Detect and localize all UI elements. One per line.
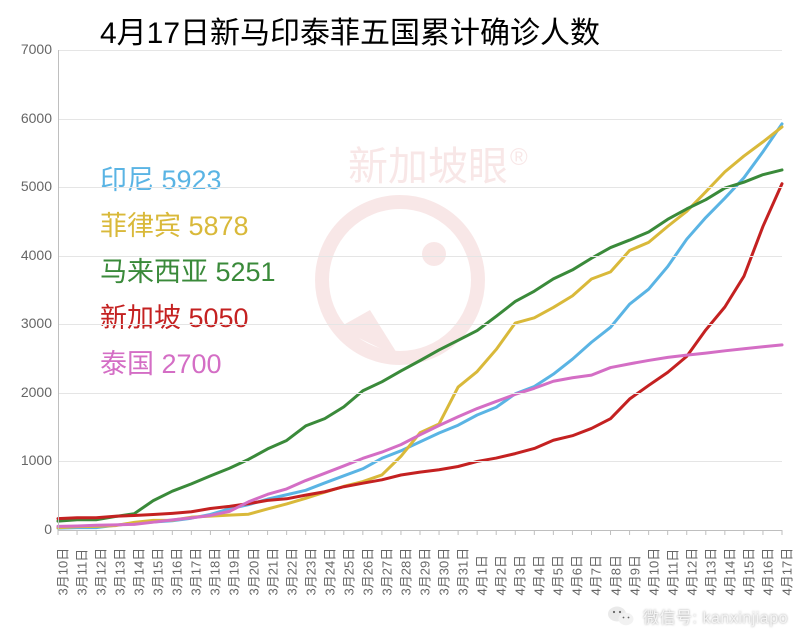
y-tick-label: 3000 xyxy=(4,315,52,331)
x-tick-label: 3月25日 xyxy=(338,548,357,596)
gridline xyxy=(58,50,782,51)
gridline xyxy=(58,324,782,325)
x-tick-label: 4月13日 xyxy=(700,548,719,596)
x-tick-label: 3月23日 xyxy=(300,548,319,596)
x-tick-label: 3月18日 xyxy=(205,548,224,596)
legend-新加坡: 新加坡 5050 xyxy=(100,296,249,335)
x-axis xyxy=(58,530,782,531)
x-tick-label: 3月12日 xyxy=(91,548,110,596)
x-tick-label: 3月13日 xyxy=(110,548,129,596)
gridline xyxy=(58,461,782,462)
x-tick-label: 4月12日 xyxy=(681,548,700,596)
chart-container: 新加坡眼 ® 4月17日新马印泰菲五国累计确诊人数 印尼 5923菲律宾 587… xyxy=(0,0,800,634)
footer-label: 微信号: xyxy=(643,610,697,627)
footer: 微信号: kanxinjiapo xyxy=(607,604,788,628)
x-tick-label: 4月1日 xyxy=(472,555,491,595)
x-tick-label: 3月14日 xyxy=(129,548,148,596)
x-tick-label: 3月20日 xyxy=(243,548,262,596)
legend-菲律宾: 菲律宾 5878 xyxy=(100,204,249,243)
legend-泰国: 泰国 2700 xyxy=(100,342,222,381)
x-tick-label: 4月16日 xyxy=(757,548,776,596)
y-tick-label: 0 xyxy=(4,521,52,537)
x-tick-label: 3月28日 xyxy=(395,548,414,596)
x-tick-label: 3月26日 xyxy=(357,548,376,596)
x-tick-label: 3月11日 xyxy=(72,549,91,596)
x-tick-label: 3月27日 xyxy=(376,548,395,596)
x-tick-label: 4月17日 xyxy=(777,548,796,596)
x-tick-label: 3月31日 xyxy=(453,548,472,596)
x-tick-label: 3月24日 xyxy=(319,548,338,596)
x-tick-label: 4月11日 xyxy=(662,549,681,596)
legend-印尼: 印尼 5923 xyxy=(100,158,222,197)
x-tick-label: 4月10日 xyxy=(643,548,662,596)
x-tick-label: 4月5日 xyxy=(548,555,567,595)
x-tick-label: 4月4日 xyxy=(529,555,548,595)
gridline xyxy=(58,393,782,394)
x-tick-label: 3月16日 xyxy=(167,548,186,596)
x-tick-label: 4月14日 xyxy=(719,548,738,596)
x-tick-label: 4月8日 xyxy=(605,555,624,595)
x-tick-label: 3月19日 xyxy=(224,548,243,596)
y-tick-label: 1000 xyxy=(4,452,52,468)
y-tick-label: 2000 xyxy=(4,384,52,400)
x-tick-label: 3月29日 xyxy=(415,548,434,596)
x-tick-label: 3月17日 xyxy=(186,548,205,596)
y-axis xyxy=(58,50,59,530)
x-tick-label: 3月10日 xyxy=(53,548,72,596)
y-tick-label: 7000 xyxy=(4,41,52,57)
gridline xyxy=(58,187,782,188)
x-tick-label: 3月21日 xyxy=(262,548,281,596)
gridline xyxy=(58,119,782,120)
x-tick-label: 4月7日 xyxy=(586,555,605,595)
x-tick-label: 3月30日 xyxy=(434,548,453,596)
x-tick-label: 3月15日 xyxy=(148,548,167,596)
x-tick-label: 4月2日 xyxy=(491,555,510,595)
y-tick-label: 5000 xyxy=(4,178,52,194)
x-tick-label: 4月15日 xyxy=(738,548,757,596)
x-tick-label: 4月6日 xyxy=(567,555,586,595)
footer-text: 微信号: kanxinjiapo xyxy=(643,604,788,628)
footer-value: kanxinjiapo xyxy=(702,610,788,627)
wechat-icon xyxy=(607,604,635,628)
gridline xyxy=(58,256,782,257)
y-tick-label: 6000 xyxy=(4,110,52,126)
y-tick-label: 4000 xyxy=(4,247,52,263)
x-tick-label: 4月3日 xyxy=(510,555,529,595)
x-tick-label: 4月9日 xyxy=(624,555,643,595)
x-tick-label: 3月22日 xyxy=(281,548,300,596)
